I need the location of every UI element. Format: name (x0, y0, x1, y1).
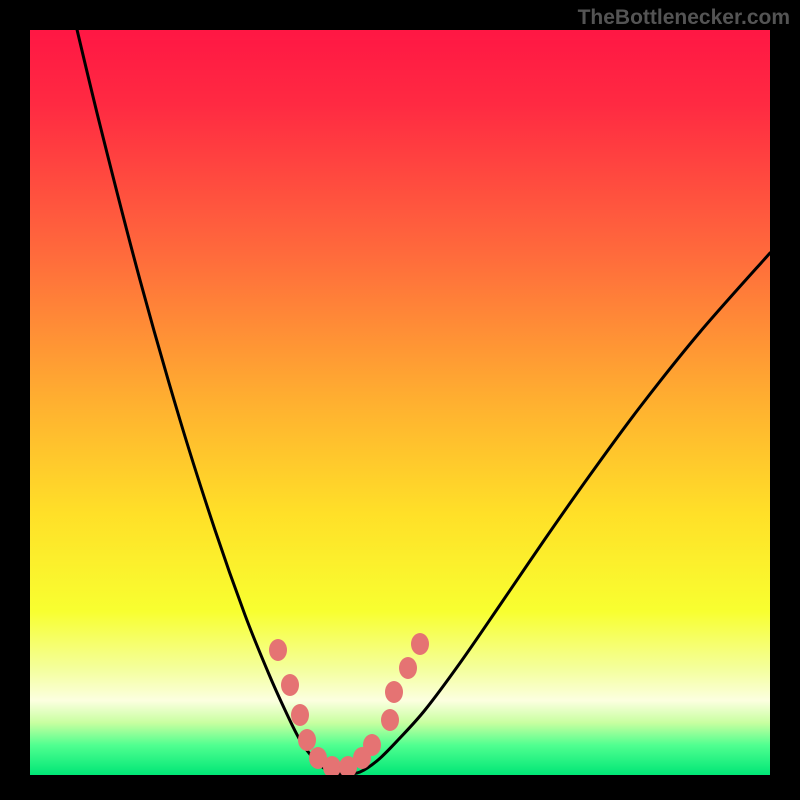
frame-bottom (0, 775, 800, 800)
data-point (291, 704, 309, 726)
data-point (385, 681, 403, 703)
bottleneck-chart-svg (0, 0, 800, 800)
frame-right (770, 0, 800, 800)
data-point (399, 657, 417, 679)
data-point (381, 709, 399, 731)
data-point (323, 756, 341, 778)
data-point (298, 729, 316, 751)
watermark-text: TheBottlenecker.com (578, 6, 790, 30)
data-point (281, 674, 299, 696)
data-point (269, 639, 287, 661)
data-point (363, 734, 381, 756)
data-point (411, 633, 429, 655)
chart-container: TheBottlenecker.com (0, 0, 800, 800)
frame-left (0, 0, 30, 800)
